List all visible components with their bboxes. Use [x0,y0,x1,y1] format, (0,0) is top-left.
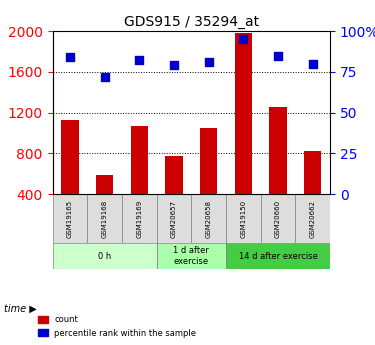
Point [171,62,177,68]
Bar [61,120,78,235]
Text: GSM19168: GSM19168 [102,199,108,238]
Text: GSM20657: GSM20657 [171,199,177,238]
Bar [304,151,321,235]
Text: GSM19169: GSM19169 [136,199,142,238]
Bar [235,33,252,235]
Bar [269,108,286,235]
FancyBboxPatch shape [53,243,157,269]
Point [310,61,316,67]
FancyBboxPatch shape [157,243,226,269]
Text: 0 h: 0 h [98,252,111,260]
FancyBboxPatch shape [226,194,261,243]
FancyBboxPatch shape [53,194,87,243]
Bar [200,128,217,235]
Text: 14 d after exercise: 14 d after exercise [238,252,317,260]
Title: GDS915 / 35294_at: GDS915 / 35294_at [124,14,259,29]
Text: GSM20662: GSM20662 [310,199,316,238]
Point [240,37,246,42]
Text: time ▶: time ▶ [4,304,36,314]
Point [136,58,142,63]
FancyBboxPatch shape [261,194,296,243]
FancyBboxPatch shape [226,243,330,269]
Legend: count, percentile rank within the sample: count, percentile rank within the sample [34,312,200,341]
FancyBboxPatch shape [87,194,122,243]
Text: GSM19165: GSM19165 [67,199,73,238]
Point [102,74,108,79]
Text: 1 d after
exercise: 1 d after exercise [173,246,209,266]
Point [206,59,212,65]
Point [67,55,73,60]
Bar [165,156,183,235]
Bar [130,126,148,235]
FancyBboxPatch shape [296,194,330,243]
FancyBboxPatch shape [157,194,191,243]
Text: GSM19150: GSM19150 [240,199,246,238]
Text: GSM20660: GSM20660 [275,199,281,238]
Point [275,53,281,58]
FancyBboxPatch shape [191,194,226,243]
Text: GSM20658: GSM20658 [206,199,212,238]
Bar [96,175,113,235]
FancyBboxPatch shape [122,194,157,243]
